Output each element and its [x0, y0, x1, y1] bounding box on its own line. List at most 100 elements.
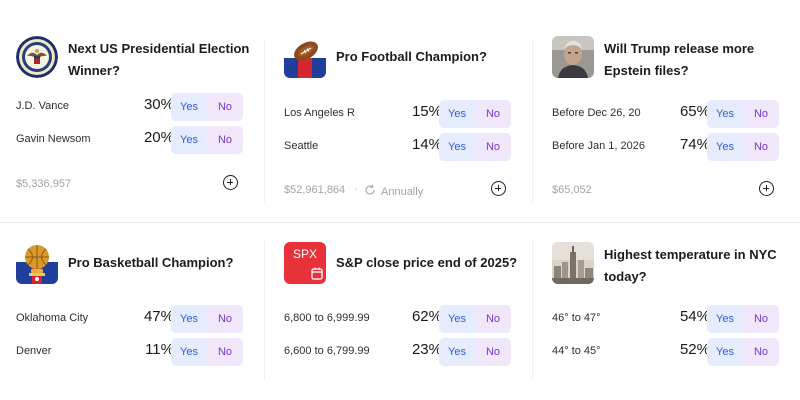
refresh-icon — [364, 184, 376, 199]
market-volume: $5,336,957 — [16, 178, 72, 190]
outcome-row: Los Angeles R 15% Yes No — [284, 100, 546, 128]
column-divider — [532, 40, 533, 202]
market-title[interactable]: Pro Football Champion? — [336, 49, 487, 64]
no-button[interactable]: No — [475, 133, 511, 161]
outcome-probability: 47% — [143, 308, 174, 325]
spx-calendar-icon: SPX — [284, 242, 326, 284]
yes-button[interactable]: Yes — [171, 93, 207, 121]
column-divider — [532, 240, 533, 380]
market-header[interactable]: Highest temperature in NYC today? — [552, 242, 800, 290]
yes-button[interactable]: Yes — [707, 338, 743, 366]
market-card[interactable]: Pro Football Champion? Los Angeles R 15%… — [284, 36, 546, 206]
outcome-probability: 54% — [679, 308, 710, 325]
footer-separator: · — [354, 183, 358, 195]
no-button[interactable]: No — [475, 100, 511, 128]
outcome-name: J.D. Vance — [16, 100, 69, 112]
outcome-probability: 20% — [143, 129, 174, 146]
no-button[interactable]: No — [207, 305, 243, 333]
outcome-probability: 65% — [679, 103, 710, 120]
no-button[interactable]: No — [743, 338, 779, 366]
add-circle-icon[interactable] — [759, 181, 774, 196]
market-title[interactable]: Pro Basketball Champion? — [68, 255, 234, 270]
market-volume: $52,961,864 — [284, 184, 346, 196]
outcome-row: 46° to 47° 54% Yes No — [552, 305, 800, 333]
market-header[interactable]: SPX S&P close price end of 2025? — [284, 242, 546, 290]
no-button[interactable]: No — [475, 338, 511, 366]
column-divider — [264, 240, 265, 380]
market-title[interactable]: Next US Presidential Election Winner? — [68, 41, 250, 78]
recurrence-text: Annually — [381, 185, 424, 198]
outcome-row: Denver 11% Yes No — [16, 338, 278, 366]
outcome-row: Gavin Newsom 20% Yes No — [16, 126, 278, 154]
nyc-skyline-icon — [552, 242, 594, 284]
outcome-row: Before Jan 1, 2026 74% Yes No — [552, 133, 800, 161]
no-button[interactable]: No — [207, 126, 243, 154]
outcome-name: Los Angeles R — [284, 107, 355, 119]
row-divider — [0, 222, 800, 223]
outcome-name: Seattle — [284, 140, 319, 152]
outcome-name: 6,600 to 6,799.99 — [284, 345, 370, 357]
market-card[interactable]: Next US Presidential Election Winner? J.… — [16, 36, 278, 206]
yes-button[interactable]: Yes — [439, 338, 475, 366]
market-title[interactable]: Highest temperature in NYC today? — [604, 247, 777, 284]
no-button[interactable]: No — [207, 93, 243, 121]
outcome-row: 6,800 to 6,999.99 62% Yes No — [284, 305, 546, 333]
outcome-row: Oklahoma City 47% Yes No — [16, 305, 278, 333]
outcome-name: Denver — [16, 345, 52, 357]
outcome-name: Before Dec 26, 20 — [552, 107, 641, 119]
outcome-name: 46° to 47° — [552, 312, 601, 324]
market-footer: $52,961,864 · Annually — [284, 181, 546, 202]
outcome-probability: 23% — [411, 341, 442, 358]
outcome-row: J.D. Vance 30% Yes No — [16, 93, 278, 121]
market-header[interactable]: Pro Basketball Champion? — [16, 242, 278, 290]
outcome-probability: 74% — [679, 136, 710, 153]
outcome-probability: 52% — [679, 341, 710, 358]
yes-button[interactable]: Yes — [171, 338, 207, 366]
no-button[interactable]: No — [207, 338, 243, 366]
yes-button[interactable]: Yes — [707, 100, 743, 128]
market-card[interactable]: Will Trump release more Epstein files? B… — [552, 36, 800, 206]
spx-label: SPX — [292, 247, 317, 261]
no-button[interactable]: No — [475, 305, 511, 333]
outcome-name: Before Jan 1, 2026 — [552, 140, 645, 152]
yes-button[interactable]: Yes — [171, 126, 207, 154]
outcome-row: Before Dec 26, 20 65% Yes No — [552, 100, 800, 128]
outcome-probability: 11% — [145, 341, 174, 358]
no-button[interactable]: No — [743, 305, 779, 333]
market-title[interactable]: S&P close price end of 2025? — [336, 255, 518, 270]
yes-button[interactable]: Yes — [707, 133, 743, 161]
outcome-row: 6,600 to 6,799.99 23% Yes No — [284, 338, 546, 366]
add-circle-icon[interactable] — [491, 181, 506, 196]
outcome-name: Gavin Newsom — [16, 133, 91, 145]
column-divider — [264, 40, 265, 202]
outcome-probability: 62% — [411, 308, 442, 325]
add-circle-icon[interactable] — [223, 175, 238, 190]
market-volume: $65,052 — [552, 184, 592, 196]
football-icon — [284, 36, 326, 78]
portrait-icon — [552, 36, 594, 78]
outcome-name: 6,800 to 6,999.99 — [284, 312, 370, 324]
no-button[interactable]: No — [743, 100, 779, 128]
market-title[interactable]: Will Trump release more Epstein files? — [604, 41, 755, 78]
outcome-name: 44° to 45° — [552, 345, 601, 357]
yes-button[interactable]: Yes — [171, 305, 207, 333]
market-footer: $65,052 — [552, 181, 800, 202]
market-card[interactable]: Highest temperature in NYC today? 46° to… — [552, 242, 800, 372]
outcome-row: 44° to 45° 52% Yes No — [552, 338, 800, 366]
yes-button[interactable]: Yes — [707, 305, 743, 333]
market-header[interactable]: Pro Football Champion? — [284, 36, 546, 84]
outcome-row: Seattle 14% Yes No — [284, 133, 546, 161]
market-header[interactable]: Will Trump release more Epstein files? — [552, 36, 800, 84]
yes-button[interactable]: Yes — [439, 305, 475, 333]
no-button[interactable]: No — [743, 133, 779, 161]
basketball-trophy-icon — [16, 242, 58, 284]
outcome-probability: 15% — [411, 103, 442, 120]
yes-button[interactable]: Yes — [439, 100, 475, 128]
yes-button[interactable]: Yes — [439, 133, 475, 161]
recurrence-label: Annually — [364, 184, 423, 199]
market-card[interactable]: Pro Basketball Champion? Oklahoma City 4… — [16, 242, 278, 372]
market-card[interactable]: SPX S&P close price end of 2025? 6,800 t… — [284, 242, 546, 372]
outcome-name: Oklahoma City — [16, 312, 89, 324]
outcome-probability: 30% — [143, 96, 174, 113]
market-header[interactable]: Next US Presidential Election Winner? — [16, 36, 278, 84]
